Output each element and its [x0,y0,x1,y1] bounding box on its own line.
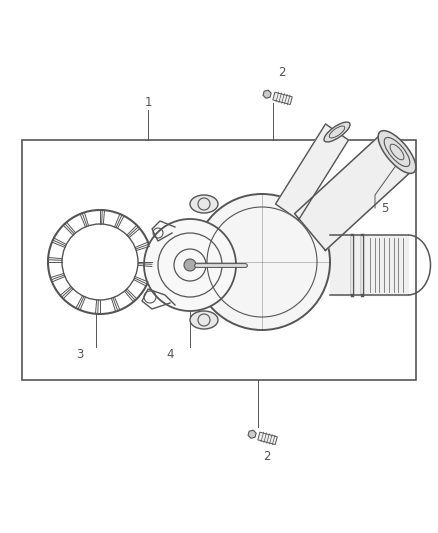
Polygon shape [295,134,413,251]
Circle shape [144,219,236,311]
Polygon shape [258,432,277,445]
Polygon shape [273,92,292,104]
Bar [22,140,416,380]
Text: 3: 3 [76,349,84,361]
Text: 4: 4 [166,349,174,361]
Polygon shape [276,124,349,220]
Ellipse shape [190,195,218,213]
Text: 2: 2 [278,67,286,79]
Polygon shape [248,430,256,438]
Text: 1: 1 [144,95,152,109]
Ellipse shape [324,122,350,142]
Circle shape [184,259,196,271]
Ellipse shape [190,311,218,329]
Text: 5: 5 [381,201,389,214]
Text: 2: 2 [263,450,271,464]
Ellipse shape [378,131,416,173]
Polygon shape [263,90,271,98]
Circle shape [194,194,330,330]
